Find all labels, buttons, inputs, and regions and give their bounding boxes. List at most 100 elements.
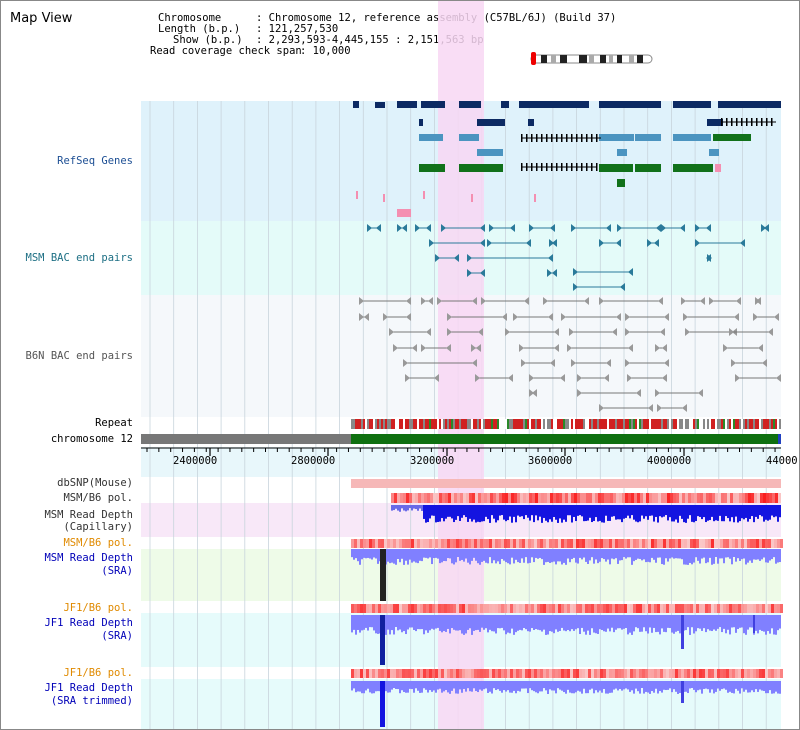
read-depth-bar <box>505 549 507 563</box>
polymorphism-cell <box>727 493 730 503</box>
polymorphism-cell <box>394 493 397 503</box>
read-depth-bar <box>521 549 523 559</box>
refseq-exon-tick <box>596 134 598 142</box>
track-label-jf1-depth-trim-2: (SRA trimmed) <box>50 695 133 707</box>
read-depth-bar <box>453 505 455 523</box>
read-depth-bar <box>653 615 655 628</box>
track-label-jf1-pol-1: JF1/B6 pol. <box>63 602 133 614</box>
read-depth-bar <box>425 505 427 523</box>
polymorphism-cell <box>615 669 618 678</box>
read-depth-bar <box>505 615 507 635</box>
repeat-element <box>707 419 709 429</box>
read-depth-bar <box>399 505 401 512</box>
read-depth-bar <box>737 505 739 523</box>
polymorphism-cell <box>772 493 775 503</box>
polymorphism-cell <box>705 669 708 678</box>
read-depth-bar <box>529 549 531 563</box>
repeat-element <box>623 419 625 429</box>
read-depth-bar <box>367 549 369 558</box>
read-depth-bar <box>549 505 551 520</box>
track-label-msm-bac[interactable]: MSM BAC end pairs <box>25 252 133 264</box>
read-depth-bar <box>685 505 687 523</box>
read-depth-bar <box>557 615 559 632</box>
read-depth-bar <box>615 549 617 559</box>
polymorphism-cell <box>780 539 783 548</box>
repeat-element <box>711 419 713 429</box>
read-depth-bar <box>779 681 781 694</box>
polymorphism-cell <box>708 604 711 613</box>
read-depth-bar <box>595 681 597 691</box>
polymorphism-cell <box>708 539 711 548</box>
polymorphism-cell <box>546 539 549 548</box>
read-depth-bar <box>457 549 459 558</box>
polymorphism-cell <box>438 669 441 678</box>
repeat-element <box>489 419 491 429</box>
read-depth-bar <box>473 681 475 689</box>
msm-bac-end <box>740 239 745 247</box>
polymorphism-cell <box>723 669 726 678</box>
track-label-b6n-bac[interactable]: B6N BAC end pairs <box>25 350 133 362</box>
read-depth-bar <box>541 681 543 692</box>
repeat-element <box>511 419 513 429</box>
read-depth-bar <box>611 505 613 517</box>
refseq-exon-tick <box>541 134 543 142</box>
repeat-element <box>401 419 403 429</box>
polymorphism-cell <box>696 604 699 613</box>
refseq-pseudogene <box>356 191 358 199</box>
read-depth-bar <box>739 615 741 628</box>
repeat-element <box>561 419 563 429</box>
read-depth-bar <box>475 615 477 631</box>
read-depth-bar <box>613 615 615 633</box>
repeat-element <box>771 419 773 429</box>
repeat-element <box>647 419 649 429</box>
polymorphism-cell <box>430 493 433 503</box>
show-label: Show (b.p.) <box>173 34 243 46</box>
repeat-element <box>617 419 619 429</box>
polymorphism-cell <box>684 604 687 613</box>
polymorphism-cell <box>366 539 369 548</box>
polymorphism-cell <box>618 604 621 613</box>
read-depth-bar <box>489 505 491 523</box>
read-depth-bar <box>361 615 363 631</box>
read-depth-bar <box>591 505 593 523</box>
polymorphism-cell <box>456 604 459 613</box>
ideogram-band <box>551 55 556 63</box>
read-depth-bar <box>543 615 545 630</box>
polymorphism-cell <box>504 669 507 678</box>
polymorphism-cell <box>403 493 406 503</box>
repeat-element <box>451 419 453 429</box>
polymorphism-cell <box>750 604 753 613</box>
polymorphism-cell <box>517 493 520 503</box>
read-depth-spike <box>380 549 386 601</box>
b6n-bac-end <box>403 359 408 367</box>
read-depth-bar <box>661 681 663 693</box>
refseq-exon-tick <box>571 134 573 142</box>
read-depth-bar <box>567 549 569 559</box>
read-depth-bar <box>677 505 679 523</box>
repeat-element <box>519 419 521 429</box>
polymorphism-cell <box>741 669 744 678</box>
polymorphism-cell <box>384 669 387 678</box>
read-depth-bar <box>467 615 469 630</box>
polymorphism-cell <box>693 604 696 613</box>
read-depth-bar <box>499 681 501 691</box>
msm-bac-end <box>367 224 372 232</box>
read-depth-bar <box>721 549 723 559</box>
repeat-element <box>687 419 689 429</box>
polymorphism-cell <box>775 493 778 503</box>
msm-bac-end <box>695 239 700 247</box>
polymorphism-cell <box>397 493 400 503</box>
polymorphism-cell <box>714 604 717 613</box>
read-depth-bar <box>579 549 581 558</box>
read-depth-bar <box>775 505 777 517</box>
track-label-refseq[interactable]: RefSeq Genes <box>57 155 133 167</box>
read-depth-bar <box>587 615 589 631</box>
polymorphism-cell <box>690 604 693 613</box>
b6n-bac-end <box>681 297 686 305</box>
read-depth-bar <box>645 505 647 517</box>
refseq-gene <box>397 101 417 108</box>
polymorphism-cell <box>429 604 432 613</box>
msm-bac-end <box>606 224 611 232</box>
read-depth-bar <box>427 549 429 559</box>
